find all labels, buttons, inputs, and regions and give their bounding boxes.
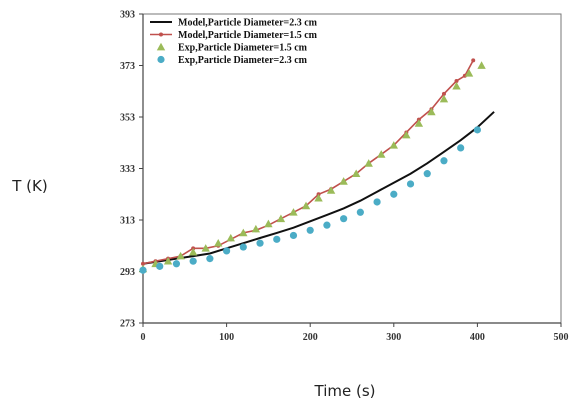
data-point	[223, 247, 231, 255]
series-exp-particle-diameter-2-3-cm	[139, 126, 481, 274]
data-point	[440, 157, 448, 165]
data-point	[477, 61, 486, 69]
y-tick-label: 293	[120, 267, 135, 278]
data-point	[377, 150, 386, 158]
data-point	[323, 221, 331, 229]
x-axis-title: Time (s)	[314, 382, 376, 400]
series-exp-particle-diameter-1-5-cm	[138, 61, 486, 273]
data-point	[188, 247, 198, 256]
data-point	[206, 255, 214, 263]
data-point	[454, 78, 459, 83]
data-point	[452, 81, 461, 90]
data-point	[402, 130, 411, 139]
data-point	[473, 126, 481, 134]
legend-marker	[159, 32, 163, 37]
y-tick-label: 373	[120, 61, 135, 72]
x-tick-label: 500	[554, 332, 569, 343]
x-tick-label: 0	[141, 332, 146, 343]
data-point	[356, 208, 364, 216]
x-tick-label: 300	[386, 332, 401, 343]
x-tick-label: 100	[219, 332, 234, 343]
x-tick-label: 200	[303, 332, 318, 343]
data-point	[172, 260, 181, 268]
data-point	[340, 215, 348, 223]
axis-ticks: 273 293 313 333 353 373 393 0 100 200 300 400 500	[120, 10, 569, 344]
data-point	[306, 226, 314, 234]
legend-swatch	[156, 42, 166, 51]
data-point	[156, 262, 164, 270]
legend-label: Model,Particle Diameter=1.5 cm	[178, 30, 318, 41]
data-point	[239, 228, 248, 237]
data-point	[389, 141, 398, 149]
data-point	[373, 198, 381, 206]
legend-label: Exp,Particle Diameter=1.5 cm	[178, 43, 308, 54]
y-tick-label: 273	[120, 319, 135, 330]
legend-label: Exp,Particle Diameter=2.3 cm	[178, 55, 308, 66]
data-point	[163, 257, 173, 265]
data-point	[264, 219, 273, 228]
data-point	[439, 94, 449, 103]
data-point	[276, 214, 286, 223]
data-point	[189, 257, 197, 265]
data-point	[351, 169, 361, 178]
data-point	[176, 251, 185, 260]
legend-item: Model,Particle Diameter=2.3 cm	[150, 18, 318, 29]
data-point	[301, 201, 311, 210]
legend-label: Model,Particle Diameter=2.3 cm	[178, 18, 318, 29]
x-tick-label: 400	[470, 332, 485, 343]
data-point	[273, 235, 281, 243]
legend-swatch	[157, 55, 165, 64]
y-tick-label: 313	[120, 216, 135, 227]
data-point	[289, 231, 298, 240]
y-tick-label: 353	[120, 113, 135, 124]
data-point	[326, 186, 336, 194]
data-point	[390, 190, 398, 198]
series-model-particle-diameter-2-3-cm	[142, 111, 495, 265]
data-point	[139, 266, 147, 274]
data-point	[464, 69, 474, 77]
data-point	[471, 58, 476, 63]
data-point	[239, 243, 247, 251]
legend-item: Exp,Particle Diameter=1.5 cm	[156, 42, 308, 54]
y-axis-title: T (K)	[11, 177, 47, 195]
data-point	[364, 159, 373, 167]
data-point	[226, 233, 235, 242]
legend: Model,Particle Diameter=2.3 cmModel,Part…	[150, 18, 318, 66]
data-point	[201, 244, 210, 252]
series-model-particle-diameter-1-5-cm	[141, 58, 476, 266]
data-point	[414, 119, 424, 127]
data-point	[457, 144, 465, 152]
data-point	[423, 170, 431, 178]
series-line	[142, 111, 495, 265]
data-point	[214, 238, 223, 247]
data-point	[441, 91, 446, 96]
data-point	[251, 224, 261, 233]
series-line	[142, 60, 474, 265]
data-point	[314, 193, 323, 202]
data-point	[406, 180, 415, 188]
y-tick-label: 393	[120, 10, 135, 21]
data-point	[141, 261, 145, 266]
data-point	[256, 239, 264, 247]
data-point	[339, 177, 348, 185]
data-point	[289, 208, 298, 216]
y-tick-label: 333	[120, 164, 135, 175]
data-point	[427, 107, 436, 116]
series-layer	[138, 58, 495, 274]
legend-item: Exp,Particle Diameter=2.3 cm	[157, 55, 308, 66]
legend-item: Model,Particle Diameter=1.5 cm	[150, 30, 318, 41]
